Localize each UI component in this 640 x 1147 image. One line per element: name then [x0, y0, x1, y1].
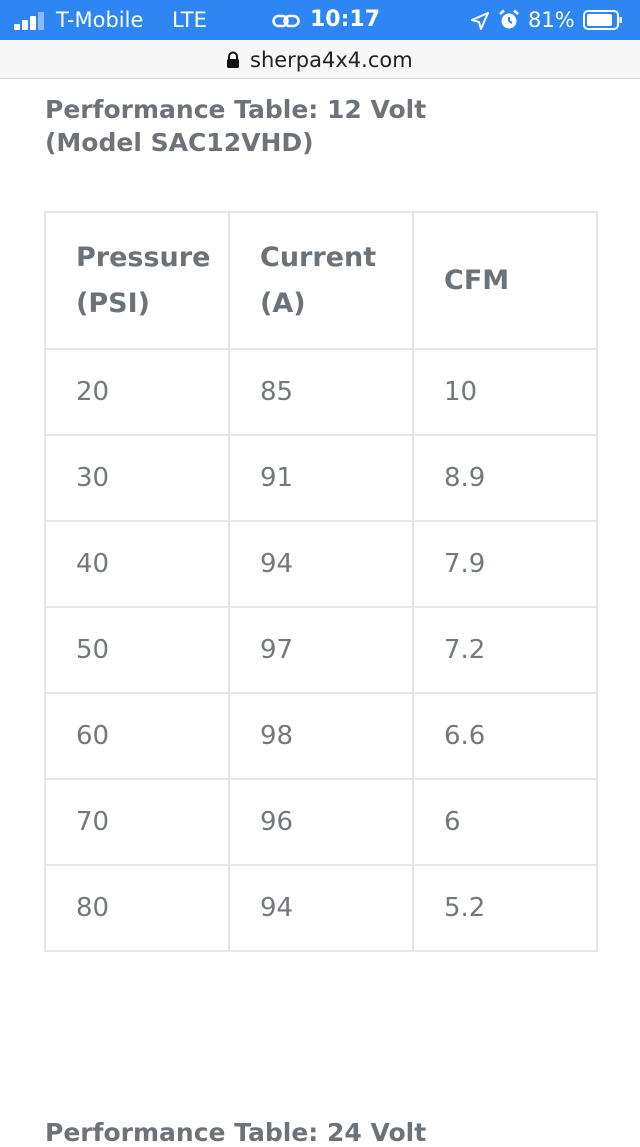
table-cell: 85	[228, 348, 414, 436]
table-cell: 96	[228, 778, 414, 866]
header-pressure-line2: (PSI)	[76, 287, 150, 319]
table-cell: 97	[228, 606, 414, 694]
table-row: 30 91 8.9	[44, 434, 598, 522]
header-pressure-line1: Pressure	[76, 241, 211, 273]
clock-time: 10:17	[310, 7, 381, 32]
table-cell: 98	[228, 692, 414, 780]
table-cell: 94	[228, 520, 414, 608]
table-cell: 6.6	[412, 692, 598, 780]
header-cfm: CFM	[412, 211, 598, 350]
cellular-signal-icon	[14, 12, 48, 30]
table-cell: 20	[44, 348, 230, 436]
battery-icon	[583, 10, 622, 30]
table-cell: 6	[412, 778, 598, 866]
table-title-line2: (Model SAC12VHD)	[45, 128, 314, 157]
table-cell: 40	[44, 520, 230, 608]
browser-address-bar[interactable]: sherpa4x4.com	[0, 40, 640, 79]
table-row: 70 96 6	[44, 778, 598, 866]
alarm-clock-icon	[499, 9, 519, 29]
table-title-line1: Performance Table: 12 Volt	[45, 95, 427, 124]
table-cell: 80	[44, 864, 230, 952]
header-current: Current (A)	[228, 211, 414, 350]
carrier-name: T-Mobile	[56, 8, 144, 32]
battery-percentage: 81%	[528, 8, 575, 32]
location-arrow-icon	[471, 12, 489, 30]
performance-table: Pressure (PSI) Current (A) CFM 20 85 10 …	[44, 211, 598, 952]
lock-icon	[227, 51, 239, 68]
table-cell: 7.2	[412, 606, 598, 694]
table-title: Performance Table: 12 Volt (Model SAC12V…	[45, 93, 565, 159]
header-current-line1: Current	[260, 241, 377, 273]
network-type: LTE	[172, 8, 207, 32]
next-table-title: Performance Table: 24 Volt	[45, 1118, 427, 1147]
status-bar: T-Mobile LTE 10:17 81%	[0, 0, 640, 40]
table-row: 60 98 6.6	[44, 692, 598, 780]
table-row: 40 94 7.9	[44, 520, 598, 608]
header-cfm-line1: CFM	[444, 264, 510, 296]
header-pressure: Pressure (PSI)	[44, 211, 230, 350]
table-row: 80 94 5.2	[44, 864, 598, 952]
table-cell: 5.2	[412, 864, 598, 952]
table-cell: 8.9	[412, 434, 598, 522]
table-cell: 50	[44, 606, 230, 694]
table-cell: 60	[44, 692, 230, 780]
personal-hotspot-icon	[272, 14, 300, 28]
table-cell: 91	[228, 434, 414, 522]
table-row: 50 97 7.2	[44, 606, 598, 694]
header-current-line2: (A)	[260, 287, 306, 319]
url-text[interactable]: sherpa4x4.com	[250, 48, 413, 72]
table-row: 20 85 10	[44, 348, 598, 436]
table-cell: 94	[228, 864, 414, 952]
table-cell: 7.9	[412, 520, 598, 608]
table-cell: 10	[412, 348, 598, 436]
table-cell: 70	[44, 778, 230, 866]
table-header-row: Pressure (PSI) Current (A) CFM	[44, 211, 598, 350]
table-cell: 30	[44, 434, 230, 522]
